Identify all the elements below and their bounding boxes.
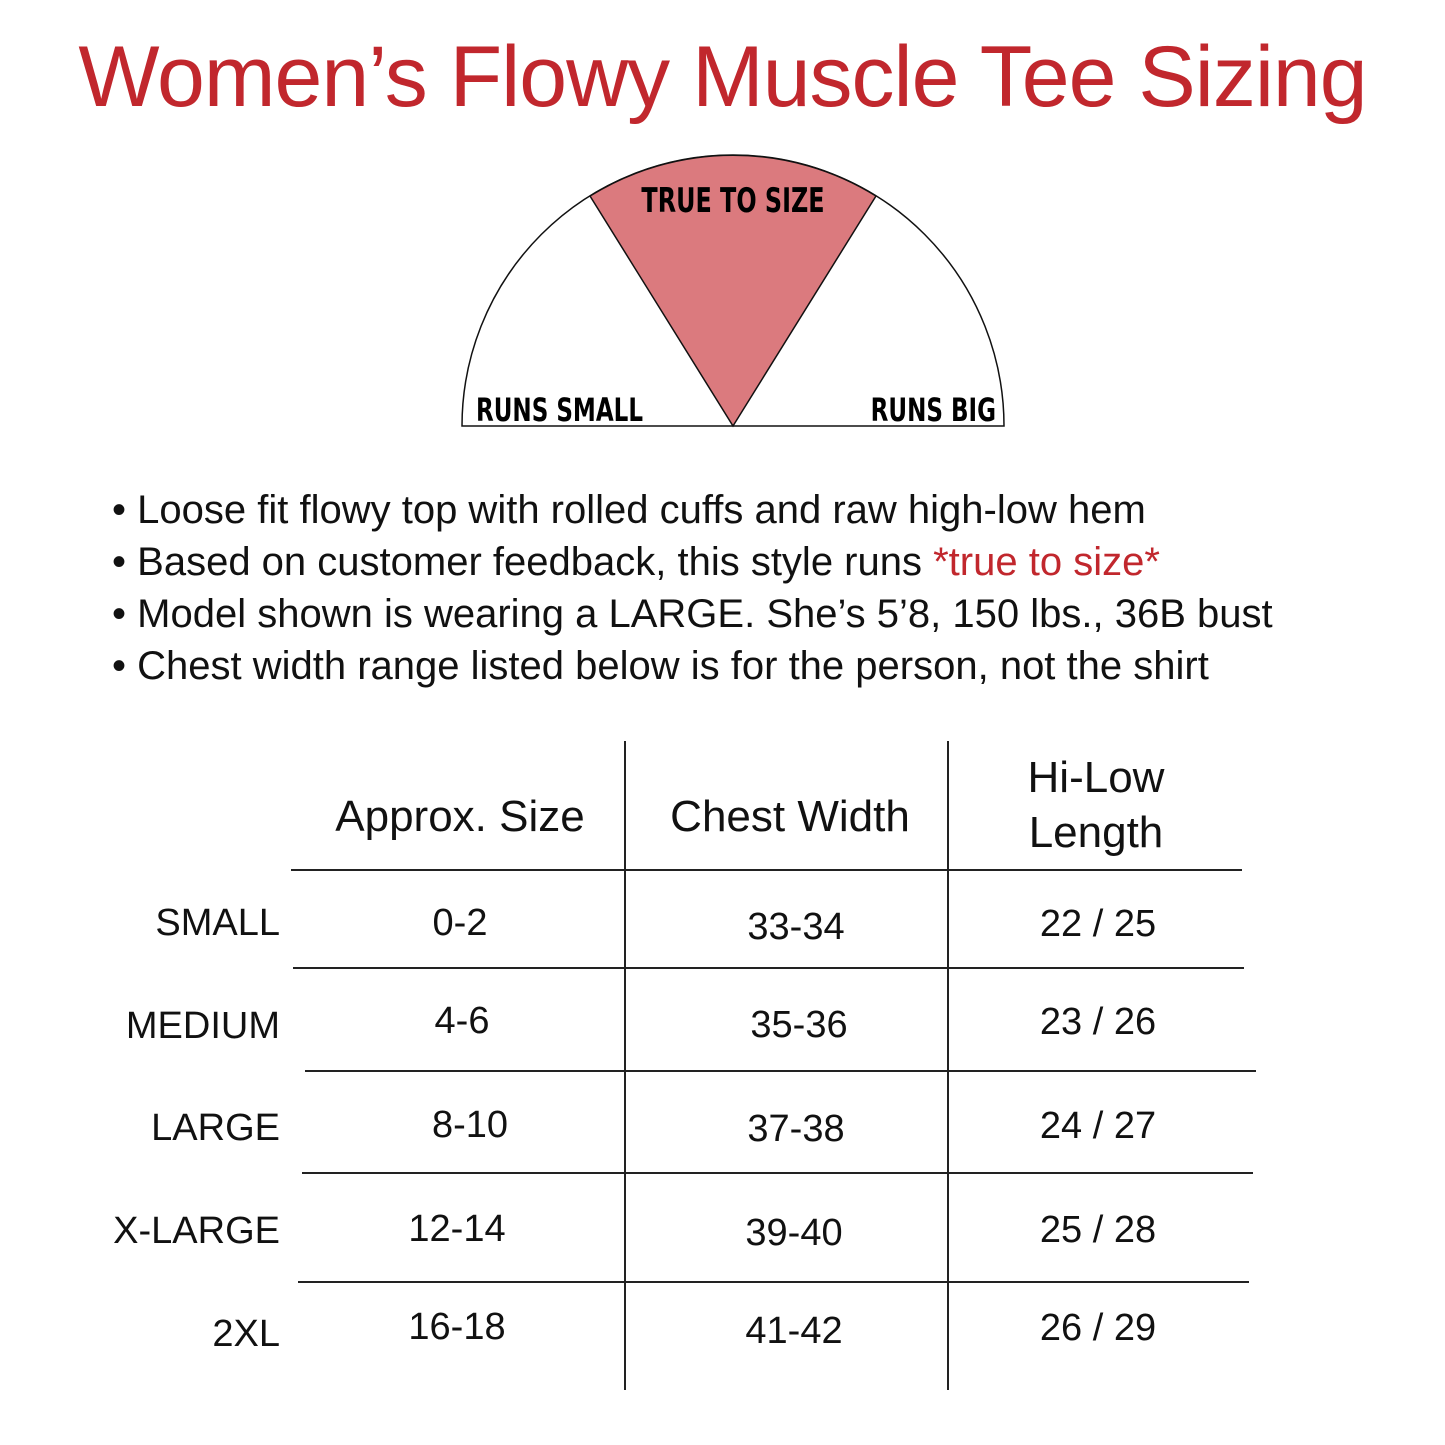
cell-size: 8-10 [431, 1104, 509, 1146]
cell-chest: 35-36 [750, 1004, 848, 1046]
cell-chest: 33-34 [747, 906, 845, 948]
row-divider [291, 869, 1242, 871]
list-item: • Loose fit flowy top with rolled cuffs … [112, 484, 1273, 536]
cell-length: 26 / 29 [1039, 1307, 1157, 1349]
bullet-icon: • [112, 592, 127, 636]
list-item: • Chest width range listed below is for … [112, 640, 1273, 692]
gauge-left-label: RUNS SMALL [476, 391, 643, 429]
row-divider [293, 967, 1244, 969]
header-chest-width: Chest Width [670, 792, 910, 841]
row-label: SMALL [155, 902, 280, 944]
bullet-icon: • [112, 488, 127, 532]
row-divider [305, 1070, 1256, 1072]
bullet-icon: • [112, 540, 127, 584]
cell-chest: 37-38 [747, 1108, 845, 1150]
row-label: LARGE [151, 1107, 280, 1149]
row-label: 2XL [212, 1313, 280, 1355]
row-label: X-LARGE [113, 1210, 280, 1252]
bullet-text: Model shown is wearing a LARGE. She’s 5’… [137, 592, 1273, 636]
cell-size: 16-18 [408, 1306, 506, 1348]
cell-length: 24 / 27 [1039, 1105, 1157, 1147]
cell-length: 23 / 26 [1039, 1001, 1157, 1043]
gauge-true-to-size-wedge [588, 154, 878, 428]
cell-length: 25 / 28 [1039, 1209, 1157, 1251]
cell-chest: 41-42 [745, 1310, 843, 1352]
feature-list: • Loose fit flowy top with rolled cuffs … [112, 484, 1273, 692]
row-divider [298, 1281, 1249, 1283]
fit-gauge: TRUE TO SIZE RUNS SMALL RUNS BIG [461, 154, 1005, 429]
column-divider [947, 741, 949, 1390]
gauge-center-label: TRUE TO SIZE [641, 182, 824, 221]
cell-size: 0-2 [432, 902, 488, 944]
column-divider [624, 741, 626, 1390]
bullet-text: Based on customer feedback, this style r… [137, 540, 934, 584]
header-hi-low: Hi-Low [1027, 753, 1165, 802]
row-label: MEDIUM [125, 1005, 280, 1047]
bullet-text: Loose fit flowy top with rolled cuffs an… [137, 488, 1146, 532]
bullet-text: Chest width range listed below is for th… [137, 644, 1209, 688]
cell-size: 4-6 [434, 1000, 490, 1042]
bullet-icon: • [112, 644, 127, 688]
page-title: Women’s Flowy Muscle Tee Sizing [78, 29, 1367, 125]
cell-length: 22 / 25 [1039, 903, 1157, 945]
list-item: • Based on customer feedback, this style… [112, 536, 1273, 588]
gauge-right-label: RUNS BIG [871, 391, 996, 429]
list-item: • Model shown is wearing a LARGE. She’s … [112, 588, 1273, 640]
header-approx-size: Approx. Size [335, 792, 585, 841]
bullet-highlight: *true to size* [933, 540, 1160, 584]
cell-size: 12-14 [408, 1208, 506, 1250]
cell-chest: 39-40 [745, 1212, 843, 1254]
header-length: Length [1028, 808, 1164, 857]
row-divider [302, 1172, 1253, 1174]
